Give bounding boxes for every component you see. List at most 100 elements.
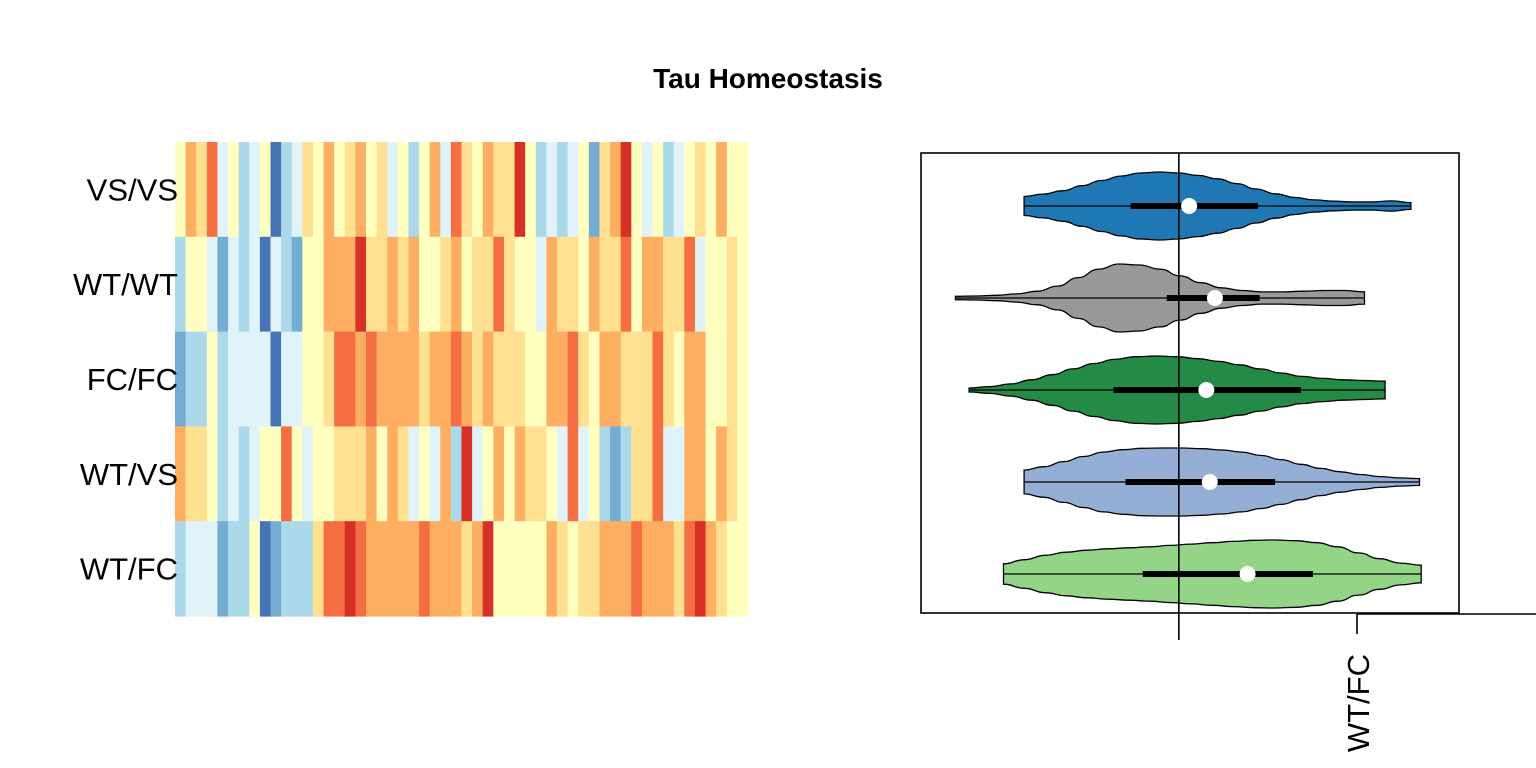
heatmap-cell bbox=[397, 331, 410, 427]
heatmap-cell bbox=[334, 331, 346, 427]
heatmap-cell bbox=[344, 142, 356, 238]
heatmap-cell bbox=[546, 236, 558, 333]
heatmap-cell bbox=[185, 426, 197, 522]
heatmap-cell bbox=[397, 142, 410, 238]
heatmap-cell bbox=[503, 426, 516, 522]
heatmap-cell bbox=[196, 521, 208, 617]
heatmap-cell bbox=[503, 142, 516, 238]
heatmap-cell bbox=[376, 331, 388, 427]
heatmap-cell bbox=[419, 521, 431, 617]
violin-median bbox=[1239, 566, 1256, 582]
heatmap-cell bbox=[270, 142, 282, 238]
heatmap-cell bbox=[259, 142, 272, 238]
heatmap-row-label: WT/FC bbox=[80, 552, 178, 587]
heatmap-cell bbox=[705, 426, 717, 522]
violin-panel: WT/FC bbox=[920, 152, 1536, 752]
heatmap-cell bbox=[503, 521, 516, 617]
heatmap-cell bbox=[312, 236, 325, 333]
heatmap-cell bbox=[196, 236, 208, 333]
heatmap-cell bbox=[217, 236, 229, 333]
heatmap-cell bbox=[535, 331, 547, 427]
heatmap-cell bbox=[344, 236, 356, 333]
heatmap-cell bbox=[312, 142, 325, 238]
heatmap-cell bbox=[493, 236, 505, 333]
heatmap-cell bbox=[429, 236, 441, 333]
heatmap-cell bbox=[610, 142, 622, 238]
heatmap-cell bbox=[641, 426, 654, 522]
heatmap-cell bbox=[238, 426, 250, 522]
heatmap-cell bbox=[599, 236, 611, 333]
heatmap-row-label: FC/FC bbox=[87, 362, 178, 397]
heatmap-cell bbox=[206, 521, 219, 617]
heatmap-cell bbox=[716, 236, 728, 333]
heatmap-cell bbox=[567, 236, 579, 333]
heatmap-cell bbox=[546, 426, 558, 522]
heatmap-cell bbox=[228, 426, 240, 522]
heatmap-cell bbox=[344, 331, 356, 427]
heatmap-cell bbox=[557, 426, 569, 522]
heatmap-cell bbox=[249, 236, 261, 333]
heatmap-cell bbox=[472, 331, 484, 427]
heatmap-cell bbox=[578, 142, 590, 238]
heatmap-cell bbox=[270, 331, 282, 427]
heatmap-cell bbox=[238, 331, 250, 427]
heatmap-cell bbox=[302, 331, 314, 427]
heatmap-cell bbox=[726, 142, 738, 238]
heatmap-cell bbox=[557, 331, 569, 427]
heatmap-cell bbox=[419, 331, 431, 427]
heatmap-cell bbox=[716, 426, 728, 522]
heatmap-cell bbox=[429, 426, 441, 522]
heatmap-cell bbox=[482, 236, 494, 333]
heatmap-cell bbox=[525, 521, 537, 617]
heatmap-cell bbox=[206, 142, 219, 238]
heatmap-cell bbox=[705, 521, 717, 617]
heatmap-cell bbox=[472, 236, 484, 333]
heatmap-cell bbox=[366, 331, 378, 427]
heatmap-row-labels: VS/VS WT/WT FC/FC WT/VS WT/FC bbox=[73, 172, 178, 586]
heatmap-cell bbox=[291, 236, 303, 333]
heatmap-cell bbox=[684, 236, 696, 333]
heatmap-cell bbox=[440, 236, 452, 333]
heatmap-cell bbox=[631, 331, 643, 427]
heatmap-cell bbox=[716, 521, 728, 617]
heatmap-cell bbox=[535, 236, 547, 333]
heatmap-cell bbox=[175, 521, 187, 617]
heatmap-cell bbox=[737, 426, 749, 522]
heatmap-cell bbox=[525, 142, 537, 238]
heatmap-cell bbox=[631, 521, 643, 617]
heatmap-cell bbox=[663, 236, 675, 333]
heatmap-cell bbox=[737, 236, 749, 333]
heatmap-cell bbox=[726, 426, 738, 522]
heatmap-cell bbox=[281, 426, 293, 522]
heatmap-cell bbox=[249, 331, 261, 427]
heatmap-cell bbox=[376, 521, 388, 617]
heatmap-cell bbox=[259, 521, 272, 617]
heatmap-cell bbox=[631, 236, 643, 333]
heatmap-row-label: VS/VS bbox=[87, 172, 178, 207]
heatmap-cell bbox=[376, 236, 388, 333]
heatmap-cell bbox=[557, 521, 569, 617]
heatmap-cell bbox=[291, 521, 303, 617]
heatmap-cell bbox=[482, 331, 494, 427]
heatmap-cell bbox=[684, 142, 696, 238]
violin-median bbox=[1206, 290, 1223, 306]
heatmap-cell bbox=[461, 331, 473, 427]
heatmap-cell bbox=[408, 426, 420, 522]
heatmap-cell bbox=[514, 142, 526, 238]
heatmap-cell bbox=[737, 521, 749, 617]
heatmap-cell bbox=[355, 521, 367, 617]
heatmap-cell bbox=[726, 236, 738, 333]
heatmap-cell bbox=[737, 142, 749, 238]
heatmap-cell bbox=[450, 521, 463, 617]
heatmap-cell bbox=[684, 426, 696, 522]
heatmap-cell bbox=[291, 426, 303, 522]
heatmap-cell bbox=[641, 236, 654, 333]
heatmap-cell bbox=[684, 521, 696, 617]
heatmap-cell bbox=[535, 426, 547, 522]
heatmap-cell bbox=[599, 331, 611, 427]
heatmap-cell bbox=[323, 142, 335, 238]
heatmap-cell bbox=[355, 331, 367, 427]
heatmap-cell bbox=[366, 426, 378, 522]
heatmap-cell bbox=[291, 331, 303, 427]
heatmap-cell bbox=[694, 426, 707, 522]
